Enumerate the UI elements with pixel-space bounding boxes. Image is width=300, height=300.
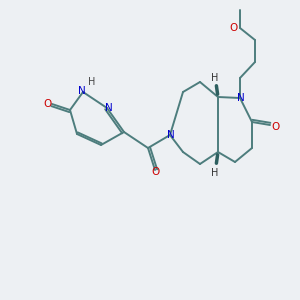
Text: N: N bbox=[78, 86, 86, 96]
Text: H: H bbox=[211, 168, 219, 178]
Text: N: N bbox=[167, 130, 175, 140]
Text: N: N bbox=[105, 103, 113, 113]
Text: N: N bbox=[237, 93, 245, 103]
Text: O: O bbox=[43, 99, 51, 109]
Text: O: O bbox=[230, 23, 238, 33]
Text: O: O bbox=[272, 122, 280, 132]
Text: H: H bbox=[211, 73, 219, 83]
Text: O: O bbox=[152, 167, 160, 177]
Text: H: H bbox=[88, 77, 96, 87]
